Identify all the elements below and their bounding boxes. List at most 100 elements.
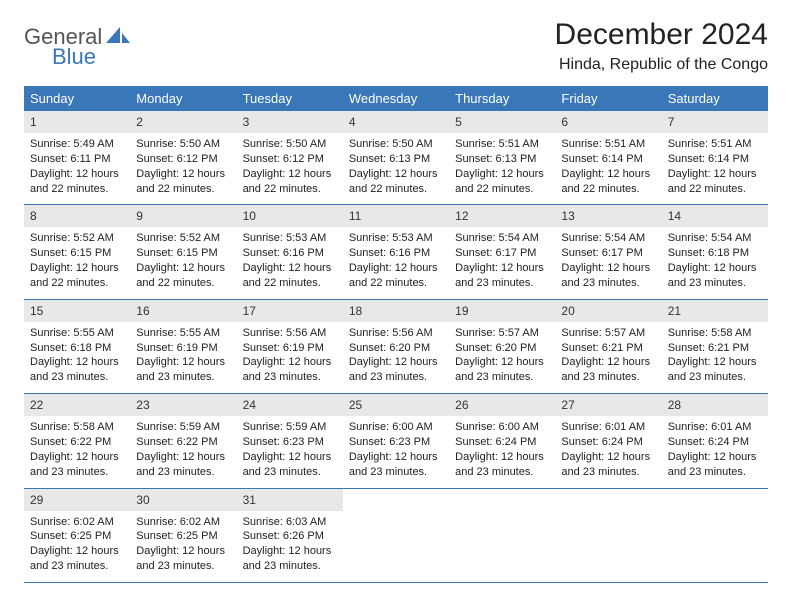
sunset-line: Sunset: 6:12 PM <box>136 152 230 167</box>
daylight-line-2: and 23 minutes. <box>30 370 124 385</box>
daylight-line-2: and 23 minutes. <box>243 370 337 385</box>
day-cell: 26Sunrise: 6:00 AMSunset: 6:24 PMDayligh… <box>449 394 555 487</box>
daylight-line-1: Daylight: 12 hours <box>136 544 230 559</box>
daylight-line-1: Daylight: 12 hours <box>455 355 549 370</box>
daylight-line-2: and 22 minutes. <box>455 182 549 197</box>
daylight-line-2: and 23 minutes. <box>349 465 443 480</box>
day-details: Sunrise: 6:02 AMSunset: 6:25 PMDaylight:… <box>130 515 236 574</box>
daylight-line-2: and 22 minutes. <box>30 276 124 291</box>
daylight-line-1: Daylight: 12 hours <box>243 450 337 465</box>
day-number: 27 <box>555 394 661 416</box>
month-title: December 2024 <box>555 18 768 52</box>
day-details: Sunrise: 5:58 AMSunset: 6:21 PMDaylight:… <box>662 326 768 385</box>
sunrise-line: Sunrise: 6:02 AM <box>136 515 230 530</box>
day-cell: 30Sunrise: 6:02 AMSunset: 6:25 PMDayligh… <box>130 489 236 582</box>
sunset-line: Sunset: 6:19 PM <box>136 341 230 356</box>
daylight-line-2: and 22 minutes. <box>243 182 337 197</box>
sunset-line: Sunset: 6:23 PM <box>349 435 443 450</box>
day-cell: 29Sunrise: 6:02 AMSunset: 6:25 PMDayligh… <box>24 489 130 582</box>
sunset-line: Sunset: 6:15 PM <box>136 246 230 261</box>
daylight-line-1: Daylight: 12 hours <box>668 355 762 370</box>
week-row: 15Sunrise: 5:55 AMSunset: 6:18 PMDayligh… <box>24 300 768 394</box>
day-cell: 8Sunrise: 5:52 AMSunset: 6:15 PMDaylight… <box>24 205 130 298</box>
sunrise-line: Sunrise: 5:53 AM <box>349 231 443 246</box>
day-cell <box>662 489 768 582</box>
daylight-line-1: Daylight: 12 hours <box>349 450 443 465</box>
sunrise-line: Sunrise: 6:02 AM <box>30 515 124 530</box>
day-number: 14 <box>662 205 768 227</box>
daylight-line-1: Daylight: 12 hours <box>30 355 124 370</box>
sunset-line: Sunset: 6:18 PM <box>668 246 762 261</box>
daylight-line-1: Daylight: 12 hours <box>136 167 230 182</box>
day-details: Sunrise: 5:54 AMSunset: 6:18 PMDaylight:… <box>662 231 768 290</box>
day-cell: 14 Sunrise: 5:54 AMSunset: 6:18 PMDayligh… <box>662 205 768 298</box>
day-number: 2 <box>130 111 236 133</box>
daylight-line-1: Daylight: 12 hours <box>136 261 230 276</box>
daylight-line-1: Daylight: 12 hours <box>349 261 443 276</box>
sunrise-line: Sunrise: 5:54 AM <box>561 231 655 246</box>
day-details: Sunrise: 5:55 AMSunset: 6:19 PMDaylight:… <box>130 326 236 385</box>
sunset-line: Sunset: 6:12 PM <box>243 152 337 167</box>
daylight-line-2: and 23 minutes. <box>243 465 337 480</box>
sunrise-line: Sunrise: 5:49 AM <box>30 137 124 152</box>
day-details: Sunrise: 5:59 AMSunset: 6:23 PMDaylight:… <box>237 420 343 479</box>
day-cell: 10Sunrise: 5:53 AMSunset: 6:16 PMDayligh… <box>237 205 343 298</box>
day-details: Sunrise: 5:51 AMSunset: 6:13 PMDaylight:… <box>449 137 555 196</box>
daylight-line-2: and 23 minutes. <box>561 276 655 291</box>
week-row: 22Sunrise: 5:58 AMSunset: 6:22 PMDayligh… <box>24 394 768 488</box>
daylight-line-2: and 23 minutes. <box>349 370 443 385</box>
day-cell: 22Sunrise: 5:58 AMSunset: 6:22 PMDayligh… <box>24 394 130 487</box>
day-details: Sunrise: 6:00 AMSunset: 6:24 PMDaylight:… <box>449 420 555 479</box>
sunset-line: Sunset: 6:25 PM <box>30 529 124 544</box>
sunrise-line: Sunrise: 5:55 AM <box>136 326 230 341</box>
sunrise-line: Sunrise: 5:59 AM <box>136 420 230 435</box>
daylight-line-1: Daylight: 12 hours <box>455 167 549 182</box>
sunset-line: Sunset: 6:23 PM <box>243 435 337 450</box>
daylight-line-1: Daylight: 12 hours <box>30 167 124 182</box>
day-cell: 9 Sunrise: 5:52 AMSunset: 6:15 PMDaylight… <box>130 205 236 298</box>
day-details: Sunrise: 6:03 AMSunset: 6:26 PMDaylight:… <box>237 515 343 574</box>
sunset-line: Sunset: 6:26 PM <box>243 529 337 544</box>
daylight-line-1: Daylight: 12 hours <box>561 450 655 465</box>
day-cell: 11Sunrise: 5:53 AMSunset: 6:16 PMDayligh… <box>343 205 449 298</box>
sunrise-line: Sunrise: 6:00 AM <box>349 420 443 435</box>
sunset-line: Sunset: 6:17 PM <box>561 246 655 261</box>
daylight-line-2: and 22 minutes. <box>136 276 230 291</box>
day-cell <box>449 489 555 582</box>
days-of-week-row: SundayMondayTuesdayWednesdayThursdayFrid… <box>24 86 768 111</box>
day-number: 6 <box>555 111 661 133</box>
sunset-line: Sunset: 6:24 PM <box>561 435 655 450</box>
dow-cell: Wednesday <box>343 86 449 111</box>
day-number: 19 <box>449 300 555 322</box>
day-details: Sunrise: 6:01 AMSunset: 6:24 PMDaylight:… <box>662 420 768 479</box>
day-cell: 15Sunrise: 5:55 AMSunset: 6:18 PMDayligh… <box>24 300 130 393</box>
sunrise-line: Sunrise: 5:57 AM <box>455 326 549 341</box>
day-cell: 7Sunrise: 5:51 AMSunset: 6:14 PMDaylight… <box>662 111 768 204</box>
daylight-line-1: Daylight: 12 hours <box>561 355 655 370</box>
sunrise-line: Sunrise: 5:58 AM <box>30 420 124 435</box>
logo: General Blue <box>24 18 132 50</box>
sunset-line: Sunset: 6:21 PM <box>561 341 655 356</box>
day-cell: 12Sunrise: 5:54 AMSunset: 6:17 PMDayligh… <box>449 205 555 298</box>
sunrise-line: Sunrise: 6:01 AM <box>561 420 655 435</box>
day-details: Sunrise: 6:02 AMSunset: 6:25 PMDaylight:… <box>24 515 130 574</box>
day-details: Sunrise: 5:53 AMSunset: 6:16 PMDaylight:… <box>237 231 343 290</box>
sunset-line: Sunset: 6:14 PM <box>561 152 655 167</box>
sunset-line: Sunset: 6:15 PM <box>30 246 124 261</box>
day-cell: 17Sunrise: 5:56 AMSunset: 6:19 PMDayligh… <box>237 300 343 393</box>
dow-cell: Friday <box>555 86 661 111</box>
day-details: Sunrise: 5:52 AMSunset: 6:15 PMDaylight:… <box>130 231 236 290</box>
day-details: Sunrise: 5:50 AMSunset: 6:12 PMDaylight:… <box>130 137 236 196</box>
day-details: Sunrise: 5:53 AMSunset: 6:16 PMDaylight:… <box>343 231 449 290</box>
day-number: 9 <box>130 205 236 227</box>
day-details: Sunrise: 5:56 AMSunset: 6:19 PMDaylight:… <box>237 326 343 385</box>
day-cell: 4Sunrise: 5:50 AMSunset: 6:13 PMDaylight… <box>343 111 449 204</box>
daylight-line-2: and 23 minutes. <box>561 370 655 385</box>
day-details: Sunrise: 5:49 AMSunset: 6:11 PMDaylight:… <box>24 137 130 196</box>
sunset-line: Sunset: 6:13 PM <box>349 152 443 167</box>
daylight-line-2: and 23 minutes. <box>668 370 762 385</box>
day-number: 4 <box>343 111 449 133</box>
sunset-line: Sunset: 6:11 PM <box>30 152 124 167</box>
daylight-line-2: and 22 minutes. <box>136 182 230 197</box>
day-number: 15 <box>24 300 130 322</box>
